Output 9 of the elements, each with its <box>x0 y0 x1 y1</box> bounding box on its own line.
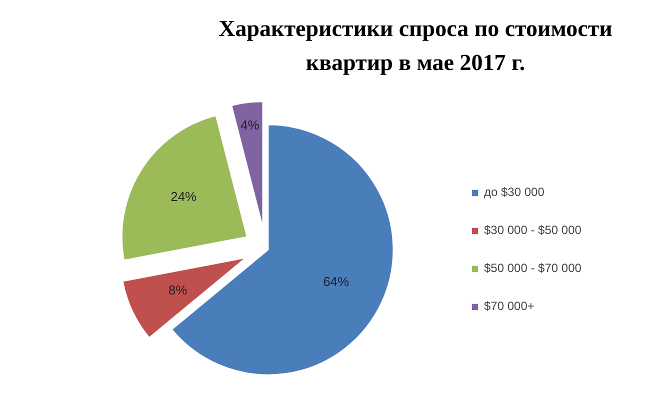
data-label: 64% <box>323 274 350 290</box>
data-label: 8% <box>168 282 188 298</box>
data-label: 24% <box>170 189 198 204</box>
legend-label: до $30 000 <box>484 185 544 199</box>
chart-title: Характеристики спроса по стоимости квартир в мае 2017 г. <box>218 16 612 75</box>
legend-label: $70 000+ <box>484 299 534 313</box>
legend-label: $50 000 - $70 000 <box>484 261 582 275</box>
legend-label: $30 000 - $50 000 <box>484 223 582 237</box>
data-label: 4% <box>240 117 260 132</box>
